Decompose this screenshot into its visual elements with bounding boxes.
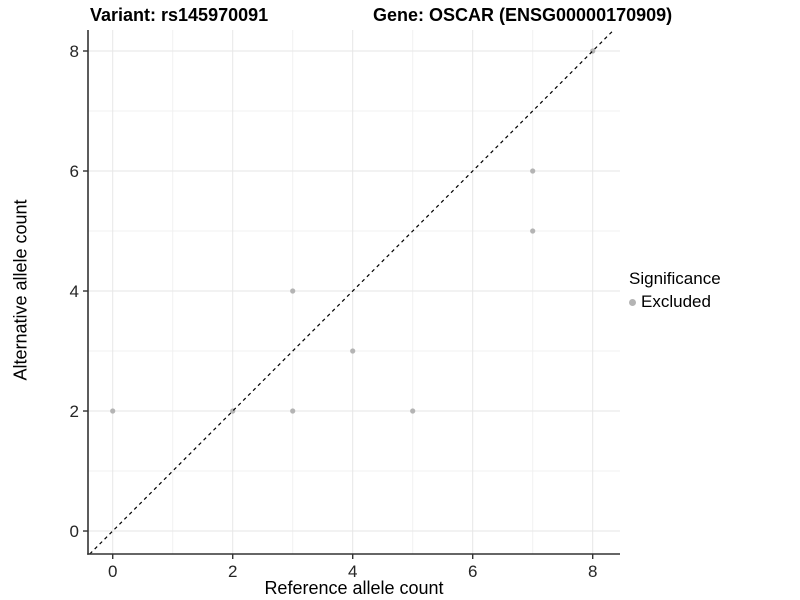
legend-title: Significance	[629, 269, 721, 288]
legend-item-label: Excluded	[641, 292, 711, 311]
data-point	[350, 348, 356, 354]
data-point	[410, 408, 416, 414]
x-tick-label: 8	[588, 562, 597, 581]
y-tick-label: 4	[70, 282, 79, 301]
y-axis-title: Alternative allele count	[10, 199, 31, 381]
legend-item-excluded: Excluded	[629, 292, 721, 312]
y-tick-label: 6	[70, 162, 79, 181]
legend: Significance Excluded	[629, 269, 721, 312]
data-point	[290, 408, 296, 414]
data-point	[110, 408, 116, 414]
x-tick-label: 0	[108, 562, 117, 581]
data-point	[530, 228, 536, 234]
x-tick-label: 2	[228, 562, 237, 581]
x-tick-label: 4	[348, 562, 357, 581]
plot-title-gene: Gene: OSCAR (ENSG00000170909)	[373, 5, 673, 25]
y-tick-label: 8	[70, 42, 79, 61]
legend-point-icon	[629, 298, 636, 306]
x-axis-title: Reference allele count	[264, 578, 444, 598]
x-tick-label: 6	[468, 562, 477, 581]
identity-dashed-line	[89, 29, 615, 555]
plot-title-variant: Variant: rs145970091	[90, 5, 269, 25]
data-point	[530, 168, 536, 174]
y-tick-label: 2	[70, 402, 79, 421]
data-point	[290, 288, 296, 294]
y-tick-label: 0	[70, 522, 79, 541]
